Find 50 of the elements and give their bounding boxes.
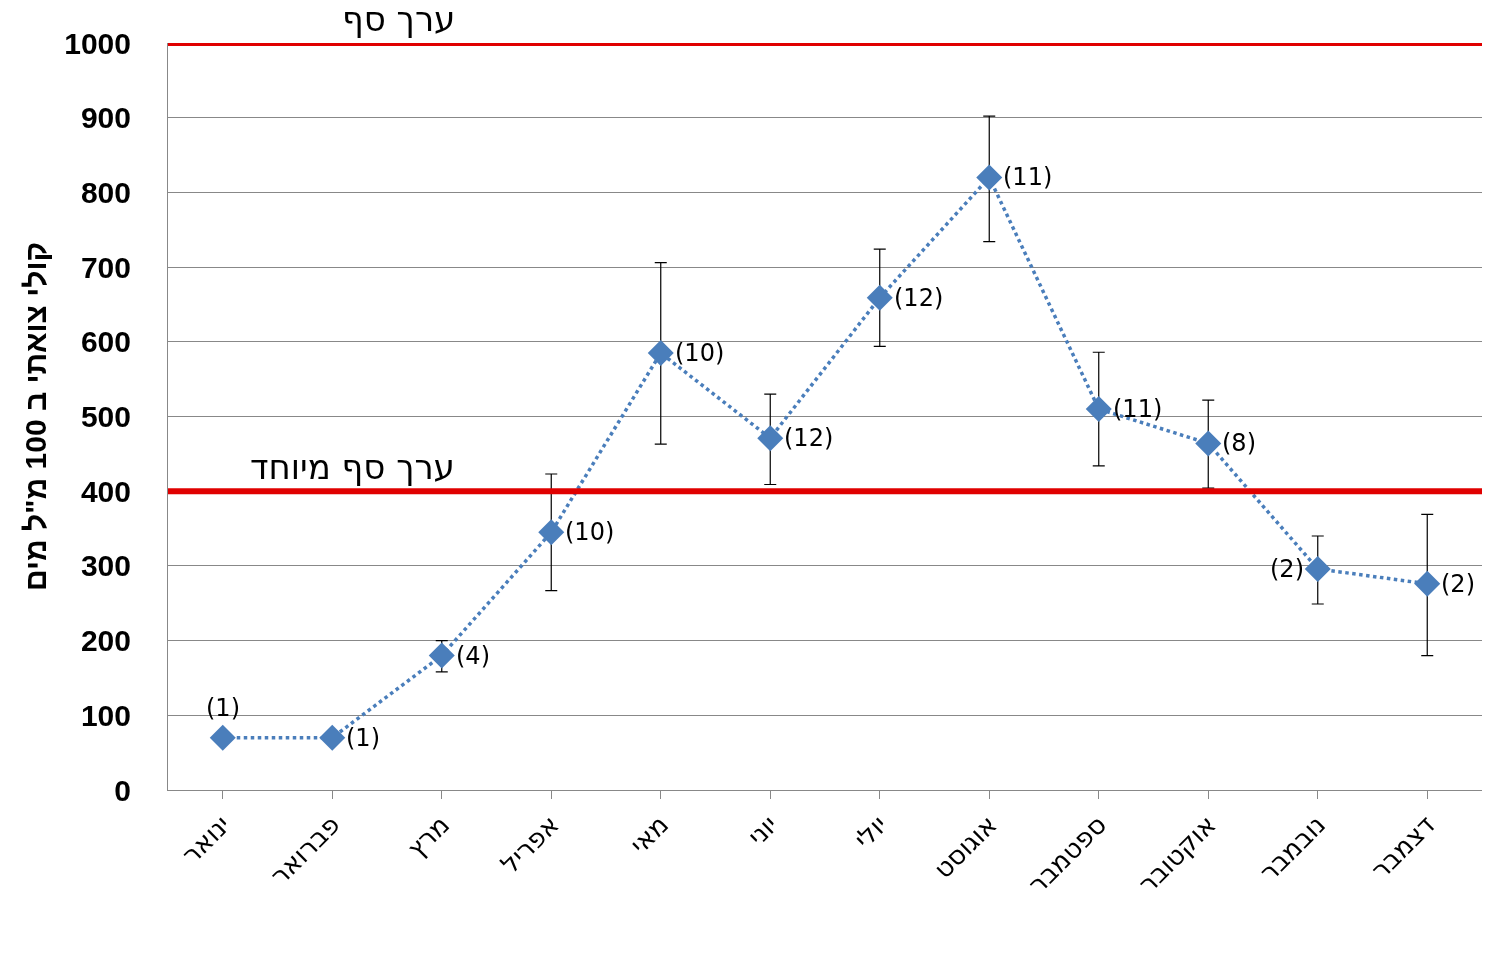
y-tick-label: 200: [80, 624, 131, 658]
annotation: (1): [346, 724, 380, 752]
y-tick-label: 800: [80, 175, 131, 209]
y-tick-label: 500: [80, 400, 131, 433]
annotation: (10): [675, 339, 725, 367]
x-tick-label: ספטמבר: [1022, 809, 1113, 900]
point: [757, 425, 784, 452]
y-axis-title: קולי צואתי ב 100 מ"ל מים: [19, 241, 53, 592]
y-tick-label: 1000: [64, 26, 131, 60]
point: [1195, 430, 1222, 457]
point: [1414, 570, 1441, 597]
x-tick-label: ינואר: [175, 809, 237, 870]
annotation: (4): [456, 642, 490, 670]
point: [866, 284, 893, 311]
x-tick-label: אפריל: [494, 809, 565, 880]
point: [209, 724, 236, 751]
y-tick-label: 400: [80, 474, 131, 508]
annotation: (2): [1441, 570, 1475, 598]
ref-line-label: ערך סף: [342, 0, 456, 39]
point: [1085, 396, 1112, 423]
point: [538, 519, 565, 546]
x-tick-label: יולי: [848, 809, 894, 855]
annotation: (1): [206, 694, 240, 722]
annotation: (11): [1113, 395, 1163, 423]
point: [319, 724, 346, 751]
ref-line-label: ערך סף מיוחד: [250, 447, 455, 487]
x-tick-label: נובמבר: [1253, 809, 1332, 888]
annotation: (2): [1270, 555, 1304, 583]
y-tick-label: 900: [80, 101, 131, 135]
y-tick-label: 300: [80, 549, 131, 583]
x-tick-label: פברואר: [264, 809, 346, 891]
x-tick-label: אוגוסט: [927, 809, 1003, 885]
point: [1304, 555, 1331, 582]
annotation: (10): [565, 518, 615, 546]
point: [428, 642, 455, 669]
x-tick-label: מרץ: [401, 809, 456, 864]
annotation: (8): [1222, 429, 1256, 457]
x-tick-label: אוקטובר: [1132, 809, 1222, 899]
point: [647, 340, 674, 367]
y-tick-label: 100: [80, 698, 131, 732]
x-tick-label: יוני: [741, 809, 784, 852]
annotation: (12): [784, 424, 834, 452]
point: [976, 164, 1003, 191]
y-tick-label: 600: [80, 325, 131, 359]
x-tick-label: מאי: [624, 809, 675, 860]
annotation: (11): [1003, 163, 1053, 191]
y-tick-label: 0: [114, 773, 131, 807]
y-tick-label: 700: [80, 250, 131, 284]
annotation: (12): [894, 284, 944, 312]
x-tick-label: דצמבר: [1365, 809, 1441, 886]
